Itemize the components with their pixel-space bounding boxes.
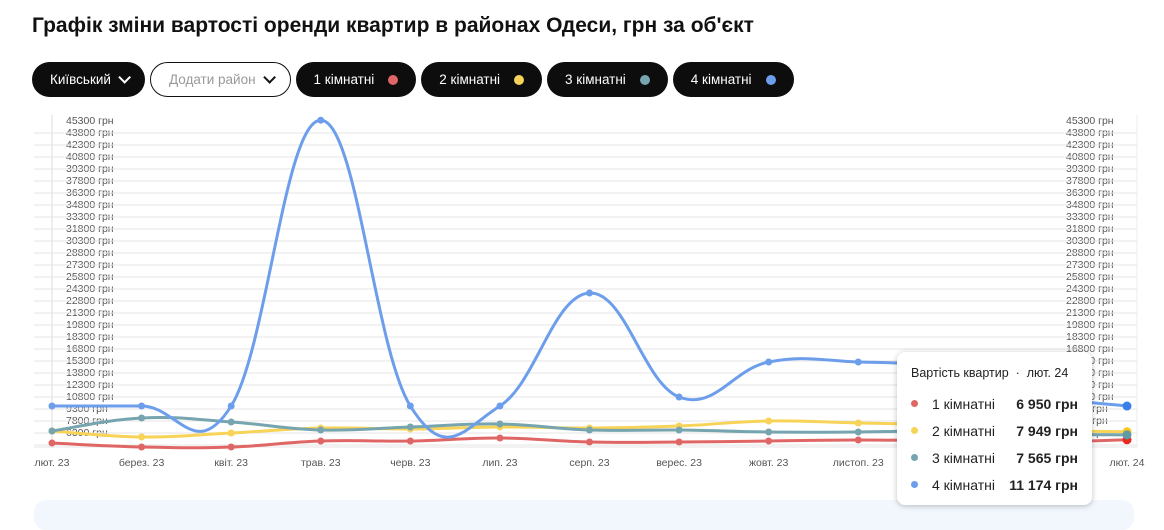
data-point (854, 419, 862, 427)
dot-icon (911, 454, 918, 461)
data-point (1122, 401, 1132, 411)
x-tick-label: серп. 23 (569, 457, 609, 469)
chart-tooltip: Вартість квартир · лют. 24 1 кімнатні 6 9… (897, 352, 1092, 505)
tooltip-header: Вартість квартир · лют. 24 (911, 366, 1069, 380)
tooltip-label: 3 кімнатні (932, 449, 995, 466)
data-point (765, 428, 773, 436)
data-point (586, 438, 593, 446)
legend-label: 3 кімнатні (565, 72, 626, 87)
data-point (854, 358, 862, 366)
data-point (765, 437, 773, 445)
data-point (765, 417, 773, 425)
y-tick-label: 45300 грн (1066, 115, 1114, 127)
data-point (227, 402, 235, 410)
tooltip-value: 11 174 грн (1009, 476, 1078, 493)
data-point (227, 443, 235, 451)
add-district-select[interactable]: Додати район (149, 62, 291, 97)
x-tick-label: квіт. 23 (214, 457, 248, 469)
x-tick-label: лют. 23 (35, 457, 70, 469)
legend-label: 4 кімнатні (690, 72, 752, 87)
toggle-1-room[interactable]: 1 кімнатні (295, 62, 417, 97)
x-tick-label: лют. 24 (1110, 457, 1145, 469)
data-point (854, 436, 862, 444)
x-tick-label: трав. 23 (301, 457, 341, 469)
data-point (496, 420, 504, 428)
tooltip-title: Вартість квартир (911, 366, 1009, 380)
tooltip-date: лют. 24 (1026, 366, 1069, 380)
data-point (854, 428, 862, 436)
data-point (765, 358, 773, 366)
data-point (1122, 430, 1132, 440)
tooltip-label: 4 кімнатні (932, 476, 995, 493)
legend-dot-icon (639, 74, 650, 85)
dot-icon (911, 400, 918, 407)
add-district-label: Додати район (168, 72, 256, 87)
x-tick-label: берез. 23 (119, 457, 165, 469)
legend-label: 1 кімнатні (313, 72, 375, 87)
data-point (227, 418, 235, 426)
tooltip-row: 3 кімнатні 7 565 грн (911, 444, 1078, 471)
data-point (675, 426, 683, 434)
legend-dot-icon (765, 74, 776, 85)
data-point (675, 438, 683, 446)
tooltip-value: 7 565 грн (1016, 449, 1078, 466)
tooltip-value: 7 949 грн (1016, 422, 1078, 439)
data-point (586, 289, 593, 297)
data-point (138, 414, 146, 422)
tooltip-label: 2 кімнатні (932, 422, 995, 439)
district-label: Київський (50, 72, 111, 87)
data-point (317, 116, 325, 124)
dot-icon (911, 481, 918, 488)
data-point (317, 426, 325, 434)
district-select[interactable]: Київський (32, 62, 145, 97)
dot-icon (911, 427, 918, 434)
data-point (406, 437, 414, 445)
tooltip-row: 4 кімнатні 11 174 грн (911, 471, 1078, 498)
data-point (138, 433, 146, 441)
tooltip-row: 2 кімнатні 7 949 грн (911, 417, 1078, 444)
toggle-2-room[interactable]: 2 кімнатні (421, 62, 543, 97)
tooltip-value: 6 950 грн (1016, 395, 1078, 412)
data-point (48, 402, 56, 410)
toggle-4-room[interactable]: 4 кімнатні (672, 62, 794, 97)
tooltip-row: 1 кімнатні 6 950 грн (911, 390, 1078, 417)
x-tick-label: лип. 23 (482, 457, 517, 469)
x-tick-label: листоп. 23 (833, 457, 884, 469)
data-point (138, 402, 146, 410)
data-point (48, 439, 56, 447)
legend-label: 2 кімнатні (439, 72, 501, 87)
toggle-3-room[interactable]: 3 кімнатні (547, 62, 668, 97)
data-point (586, 426, 593, 434)
x-tick-label: верес. 23 (656, 457, 702, 469)
tooltip-label: 1 кімнатні (932, 395, 995, 412)
data-point (675, 393, 683, 401)
y-tick-label: 45300 грн (66, 115, 114, 127)
filter-bar: Київський Додати район 1 кімнатні 2 кімн… (32, 62, 794, 97)
data-point (138, 443, 146, 451)
data-point (48, 427, 56, 435)
data-point (406, 402, 414, 410)
x-tick-label: черв. 23 (390, 457, 430, 469)
data-point (406, 423, 414, 431)
legend-dot-icon (388, 74, 399, 85)
data-point (227, 429, 235, 437)
x-tick-label: жовт. 23 (749, 457, 789, 469)
data-point (317, 437, 325, 445)
data-point (496, 402, 504, 410)
data-point (496, 434, 504, 442)
page-title: Графік зміни вартості оренди квартир в р… (32, 14, 754, 37)
legend-dot-icon (514, 74, 525, 85)
